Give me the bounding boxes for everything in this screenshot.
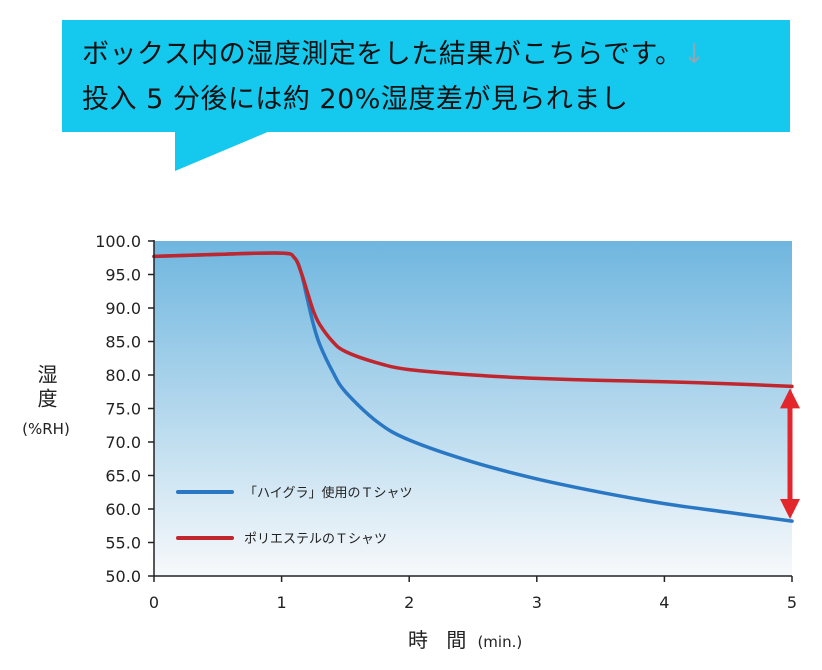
difference-arrow-head-bottom <box>780 499 800 520</box>
x-tick-label: 3 <box>532 593 542 612</box>
axes: 100.0 95.0 90.0 85.0 80.0 75.0 70.0 65.0 60.0 55.… <box>95 232 797 612</box>
line-break-mark: ↓ <box>682 39 706 70</box>
callout-line-1-text: ボックス内の湿度測定をした結果がこちらです。 <box>82 39 683 70</box>
y-tick-label: 60.0 <box>105 500 141 519</box>
x-axis-label-unit: (min.) <box>477 633 523 651</box>
legend-label-haigura: 「ハイグラ」使用のＴシャツ <box>244 485 412 501</box>
y-axis-label-unit: (%RH) <box>22 420 70 438</box>
y-tick-label: 75.0 <box>105 400 141 419</box>
x-tick-label: 4 <box>659 593 669 612</box>
y-tick-label: 65.0 <box>105 467 141 486</box>
y-tick-label: 80.0 <box>105 366 141 385</box>
x-axis-label-main: 時 間 <box>408 628 473 652</box>
x-tick-label: 2 <box>404 593 414 612</box>
series-layer <box>152 251 794 523</box>
plot-background <box>154 241 792 576</box>
callout-tail <box>175 131 270 171</box>
y-axis-label-main: 湿度 <box>34 364 58 412</box>
y-tick-label: 95.0 <box>105 266 141 285</box>
difference-arrow-head-top <box>780 388 800 409</box>
x-axis-label: 時 間 (min.) <box>408 624 522 653</box>
annotation-layer <box>780 388 800 520</box>
y-tick-label: 70.0 <box>105 433 141 452</box>
series-line-polyester <box>152 251 794 389</box>
x-tick-label: 5 <box>787 593 797 612</box>
y-tick-label: 100.0 <box>95 232 141 251</box>
y-tick-label: 90.0 <box>105 299 141 318</box>
x-tick-label: 1 <box>277 593 287 612</box>
y-axis-label: 湿度 (%RH) <box>14 364 78 442</box>
callout-text: ボックス内の湿度測定をした結果がこちらです。↓ 投入 5 分後には約 20%湿度… <box>82 32 782 122</box>
callout-line-2: 投入 5 分後には約 20%湿度差が見られまし <box>82 84 629 115</box>
y-tick-label: 85.0 <box>105 333 141 352</box>
callout-box <box>62 20 790 132</box>
x-tick-label: 0 <box>149 593 159 612</box>
y-tick-label: 50.0 <box>105 567 141 586</box>
y-tick-label: 55.0 <box>105 534 141 553</box>
callout-line-1: ボックス内の湿度測定をした結果がこちらです。↓ <box>82 32 782 77</box>
difference-arrow <box>780 388 800 520</box>
legend-label-polyester: ポリエステルのＴシャツ <box>244 532 387 547</box>
